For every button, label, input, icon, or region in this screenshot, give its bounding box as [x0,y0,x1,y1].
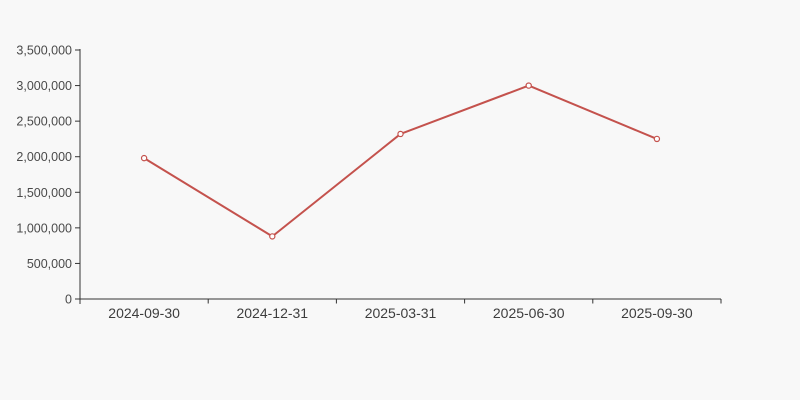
data-point-marker[interactable] [140,154,148,162]
x-tick-label: 2024-12-31 [236,305,308,321]
data-point-marker[interactable] [653,135,661,143]
y-tick-label: 2,500,000 [16,115,72,129]
y-tick-label: 1,500,000 [16,186,72,200]
data-point-marker[interactable] [269,233,276,240]
y-tick-label: 500,000 [27,257,72,271]
x-tick-label: 2025-03-31 [365,305,437,321]
x-tick-label: 2024-09-30 [108,305,180,321]
y-tick-label: 3,500,000 [16,44,72,58]
x-tick-label: 2025-09-30 [621,305,693,321]
data-point-marker[interactable] [525,82,532,89]
y-tick-label: 2,000,000 [16,150,72,164]
y-tick-label: 3,000,000 [16,79,72,93]
y-tick-label: 1,000,000 [16,221,72,235]
y-tick-label: 0 [65,293,72,307]
data-point-marker[interactable] [397,130,404,138]
x-tick-label: 2025-06-30 [493,305,565,321]
